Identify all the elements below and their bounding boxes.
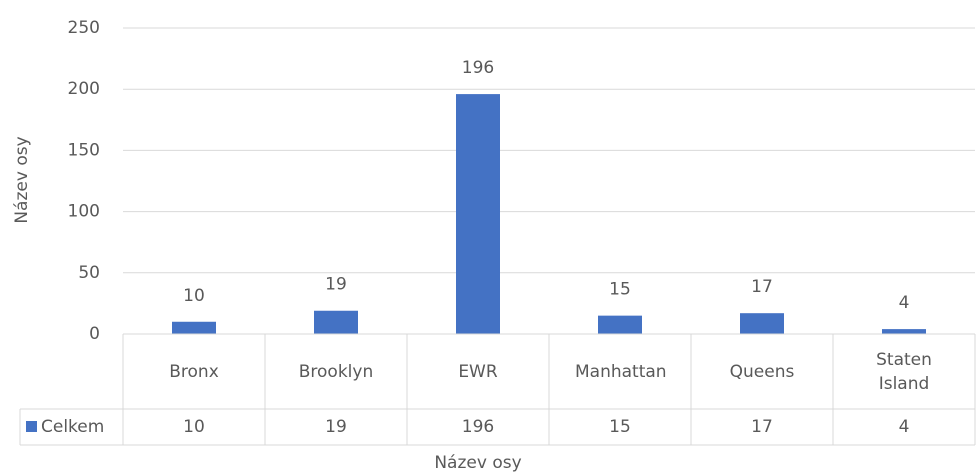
value-cell: 196 xyxy=(407,409,549,445)
value-cell: 10 xyxy=(123,409,265,445)
bar xyxy=(314,310,358,334)
category-cell-text: Manhattan xyxy=(575,361,667,382)
category-cell: Queens xyxy=(691,334,833,409)
category-cell: Staten Island xyxy=(833,334,975,409)
bar xyxy=(740,313,784,334)
y-tick-label: 0 xyxy=(89,324,100,344)
data-label: 17 xyxy=(751,277,773,297)
category-cell-text: Bronx xyxy=(169,361,219,382)
y-tick-label: 200 xyxy=(68,79,100,99)
category-cell: Brooklyn xyxy=(265,334,407,409)
y-tick-label: 250 xyxy=(68,18,100,38)
value-cell-text: 19 xyxy=(325,417,347,437)
value-cell-text: 10 xyxy=(183,417,205,437)
category-cell-text: Brooklyn xyxy=(298,361,374,382)
data-label: 4 xyxy=(899,293,910,313)
data-label: 15 xyxy=(609,280,631,300)
value-cell-text: 15 xyxy=(609,417,631,437)
value-cell-text: 17 xyxy=(751,417,773,437)
y-tick-label: 50 xyxy=(78,263,100,283)
legend-swatch xyxy=(26,421,37,432)
value-cell: 19 xyxy=(265,409,407,445)
bar xyxy=(456,94,500,334)
bar xyxy=(882,329,926,334)
category-cell-text: Staten Island xyxy=(876,349,932,394)
value-cell-text: 4 xyxy=(898,417,910,437)
y-tick-label: 150 xyxy=(68,140,100,160)
category-cell-text: EWR xyxy=(458,361,498,382)
value-cell-text: 196 xyxy=(461,417,495,437)
category-cell-text: Queens xyxy=(729,361,795,382)
value-cell: 15 xyxy=(549,409,691,445)
category-cell: Manhattan xyxy=(549,334,691,409)
data-label: 10 xyxy=(183,286,205,306)
data-label: 19 xyxy=(325,275,347,295)
data-label: 196 xyxy=(462,58,494,78)
value-cell: 4 xyxy=(833,409,975,445)
category-cell: EWR xyxy=(407,334,549,409)
x-axis-title: Název osy xyxy=(434,453,521,473)
value-cell: 17 xyxy=(691,409,833,445)
bar xyxy=(598,315,642,334)
category-cell: Bronx xyxy=(123,334,265,409)
bar xyxy=(172,321,216,334)
y-tick-label: 100 xyxy=(68,202,100,222)
legend-label: Celkem xyxy=(41,417,104,437)
y-axis-title: Název osy xyxy=(12,136,32,223)
